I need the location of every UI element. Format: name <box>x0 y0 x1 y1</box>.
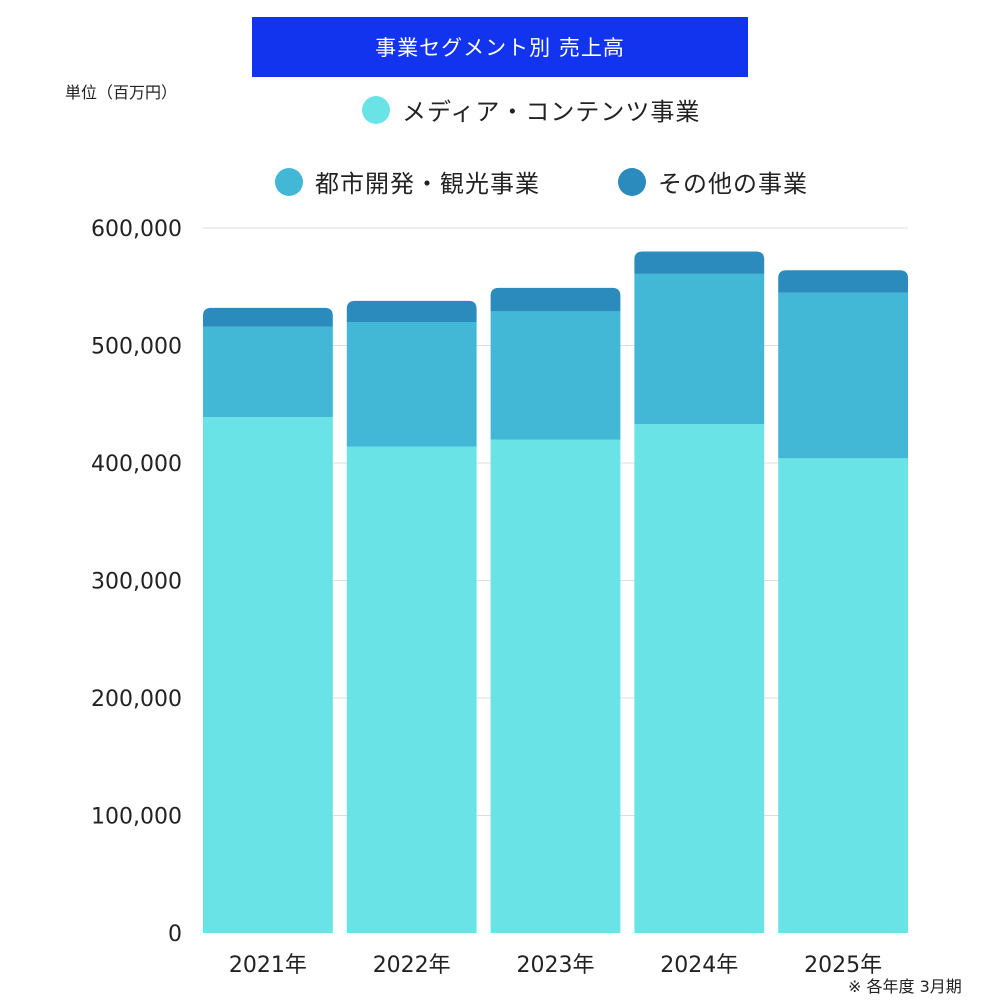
y-tick-label: 0 <box>168 922 182 947</box>
footnote: ※ 各年度 3月期 <box>848 977 962 996</box>
legend-label-media-contents: メディア・コンテンツ事業 <box>402 98 701 126</box>
bar-segment <box>490 287 621 312</box>
y-tick-label: 200,000 <box>91 687 182 712</box>
y-tick-label: 300,000 <box>91 570 182 595</box>
x-tick-label: 2024年 <box>660 953 738 978</box>
bar-segment <box>634 273 765 425</box>
bar-segment <box>346 322 477 447</box>
unit-label: 単位（百万円） <box>65 83 178 102</box>
bar-segment <box>203 417 333 933</box>
x-tick-label: 2025年 <box>804 953 882 978</box>
bar-segment <box>346 446 477 933</box>
y-tick-label: 600,000 <box>91 217 182 242</box>
x-tick-label: 2021年 <box>229 953 307 978</box>
legend-swatch-media-contents <box>362 95 390 124</box>
y-tick-label: 500,000 <box>91 335 182 360</box>
y-tick-label: 100,000 <box>91 805 182 830</box>
chart-title: 事業セグメント別 売上高 <box>252 17 748 77</box>
y-tick-label: 400,000 <box>91 452 182 477</box>
bar-segment <box>634 424 765 933</box>
bar-segment <box>778 458 908 933</box>
bar-segment <box>203 307 333 327</box>
x-tick-label: 2023年 <box>517 953 595 978</box>
bar-segment <box>490 439 621 933</box>
bar-segment <box>778 292 908 459</box>
legend-item-other: その他の事業 <box>618 164 808 199</box>
legend-swatch-other <box>618 167 646 196</box>
legend-swatch-urban-tourism <box>275 167 303 196</box>
bar-segment <box>778 270 908 293</box>
legend-label-urban-tourism: 都市開発・観光事業 <box>315 170 540 198</box>
bar-segment <box>203 326 333 418</box>
legend-item-urban-tourism: 都市開発・観光事業 <box>275 164 540 199</box>
legend-label-other: その他の事業 <box>658 170 808 198</box>
bar-segment <box>346 300 477 322</box>
x-tick-label: 2022年 <box>373 953 451 978</box>
legend-item-media-contents: メディア・コンテンツ事業 <box>362 92 700 127</box>
bar-segment <box>490 311 621 440</box>
bar-segment <box>634 251 765 274</box>
